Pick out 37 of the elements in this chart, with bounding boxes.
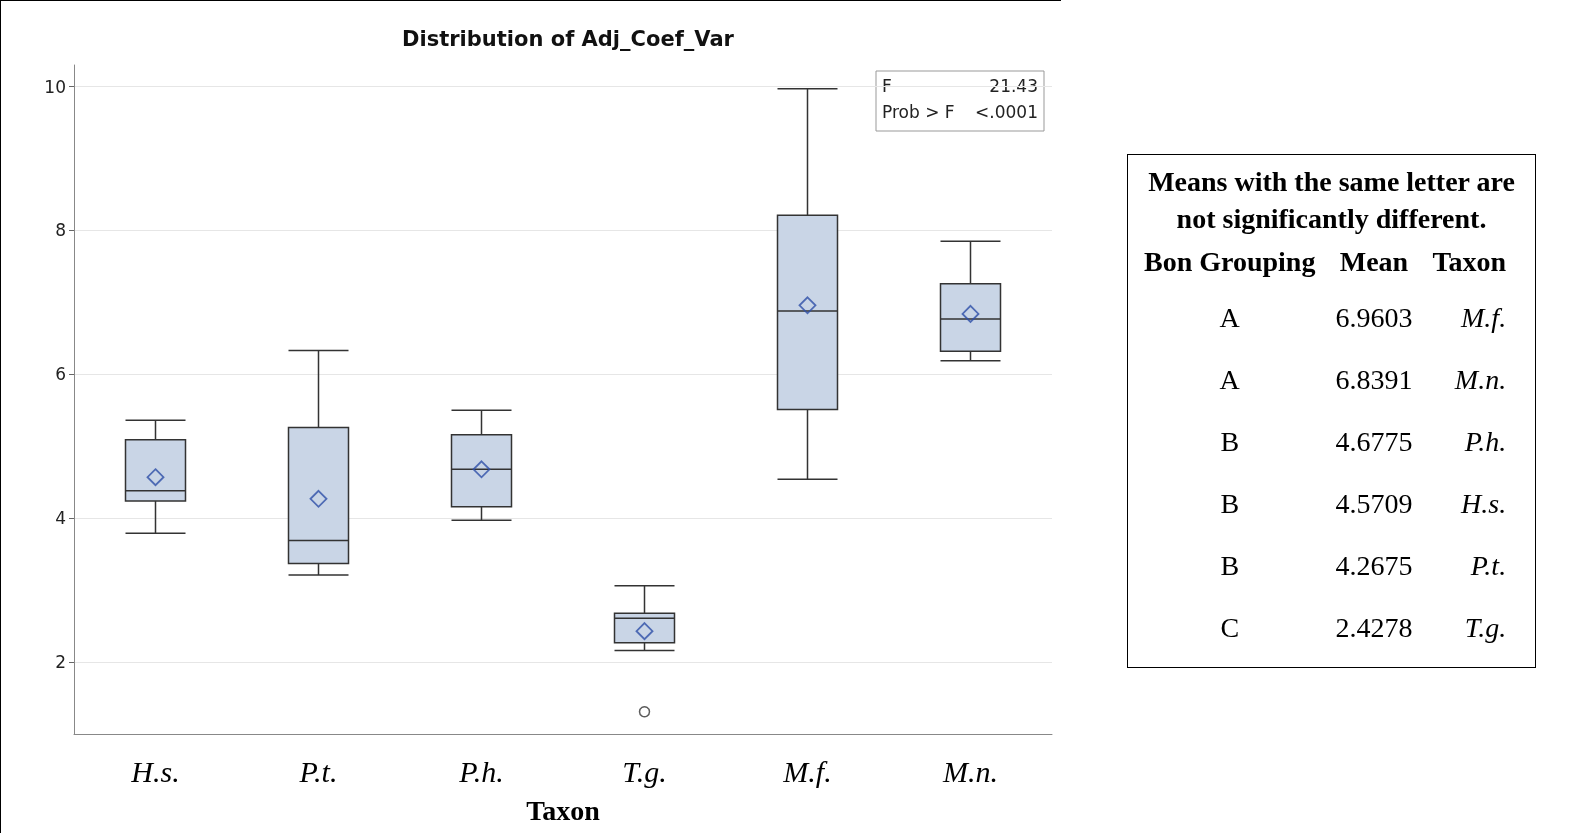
text: 4.2675 bbox=[1334, 549, 1414, 583]
text: 2.4278 bbox=[1334, 611, 1414, 645]
x-tick-label: M.f. bbox=[782, 754, 832, 788]
text: B bbox=[1219, 487, 1241, 521]
text: P.t. bbox=[1469, 549, 1508, 583]
y-tick-label: 8 bbox=[55, 220, 66, 241]
x-tick-label: P.h. bbox=[458, 754, 504, 788]
text: 4.6775 bbox=[1334, 425, 1414, 459]
text: 6.8391 bbox=[1334, 363, 1414, 397]
y-tick-label: 10 bbox=[44, 76, 66, 97]
text: M.n. bbox=[1453, 363, 1508, 397]
text: B bbox=[1219, 425, 1241, 459]
text: H.s. bbox=[1459, 487, 1508, 521]
x-tick-label: T.g. bbox=[622, 754, 667, 788]
y-tick-label: 2 bbox=[55, 652, 66, 673]
chart-title: Distribution of Adj_Coef_Var bbox=[402, 26, 735, 51]
text: M.f. bbox=[1459, 301, 1508, 335]
text: F 21.43 bbox=[882, 75, 1038, 96]
text: 6.9603 bbox=[1334, 301, 1414, 335]
text: A bbox=[1218, 301, 1241, 335]
y-tick-label: 4 bbox=[55, 508, 66, 529]
text: A bbox=[1218, 363, 1241, 397]
y-tick-label: 6 bbox=[55, 364, 66, 385]
x-tick-label: P.t. bbox=[298, 754, 338, 788]
text: B bbox=[1219, 549, 1241, 583]
text: 4.5709 bbox=[1334, 487, 1414, 521]
text: Mean bbox=[1338, 245, 1410, 279]
x-tick-label: M.n. bbox=[942, 754, 998, 788]
text: C bbox=[1219, 611, 1241, 645]
text: Bon Grouping bbox=[1143, 245, 1317, 279]
x-axis-title: Taxon bbox=[526, 794, 601, 826]
text: P.h. bbox=[1463, 425, 1508, 459]
text: T.g. bbox=[1463, 611, 1508, 645]
text: Prob > F <.0001 bbox=[882, 101, 1038, 122]
text: Taxon bbox=[1431, 245, 1508, 279]
text: Means with the same letter are not significantly different. bbox=[1147, 165, 1516, 236]
x-tick-label: H.s. bbox=[130, 754, 180, 788]
